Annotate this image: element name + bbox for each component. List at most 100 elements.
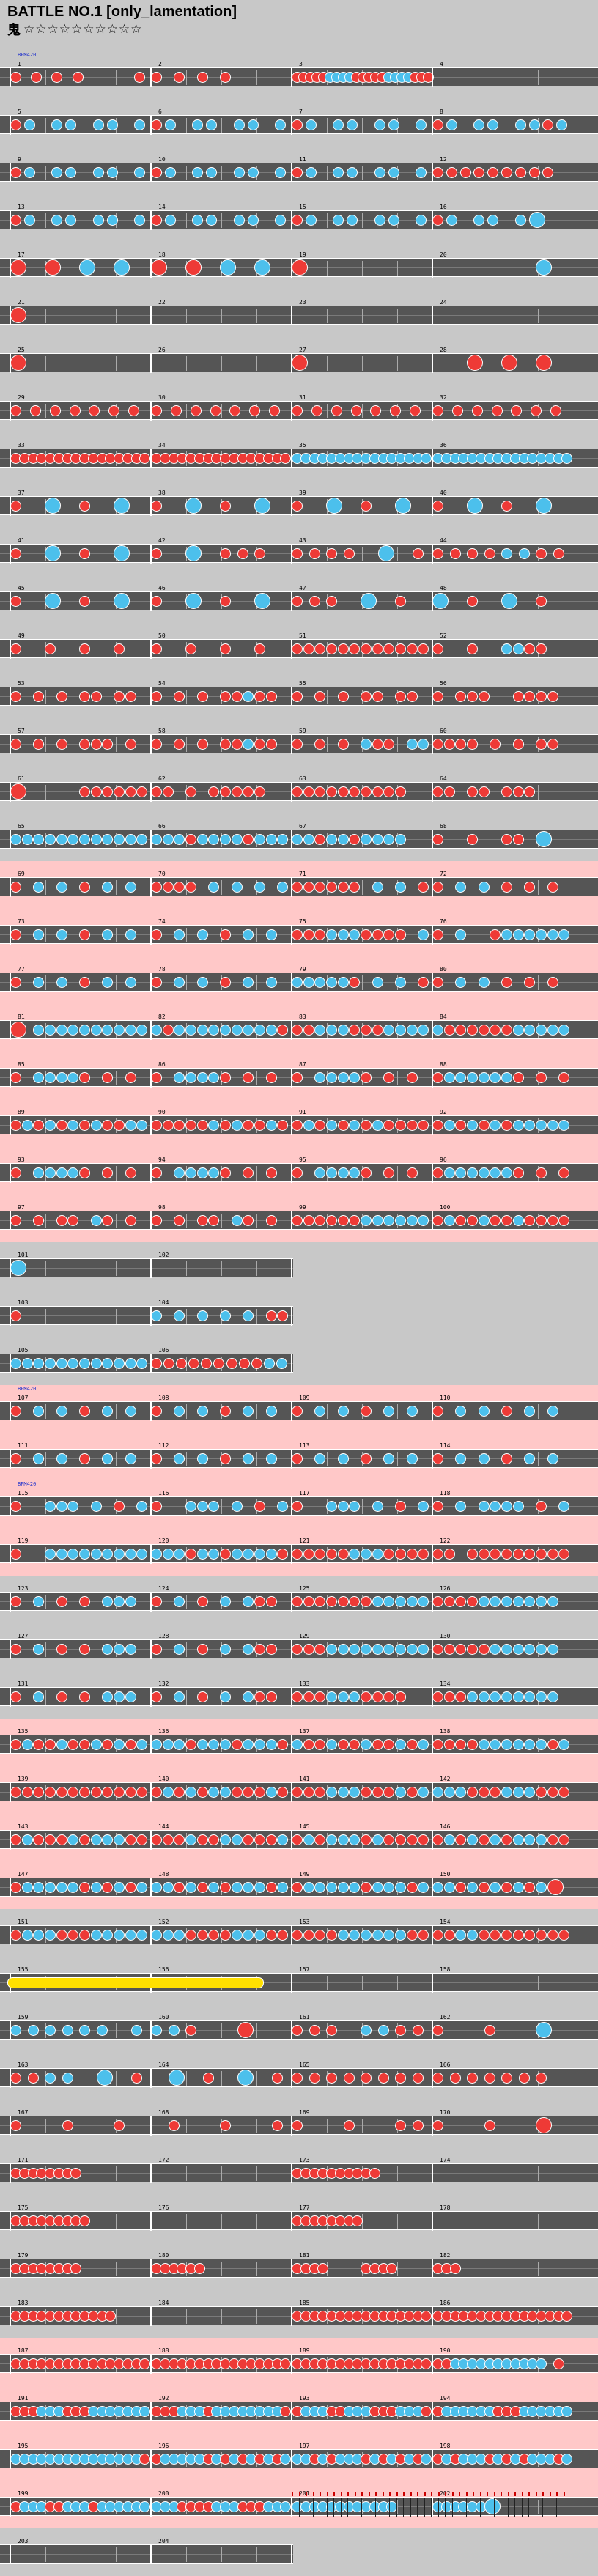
don-note xyxy=(501,1834,512,1845)
don-note xyxy=(79,2215,90,2226)
ka-note xyxy=(478,1167,490,1178)
barline xyxy=(432,1974,433,1993)
ka-note xyxy=(372,1119,383,1131)
beatline xyxy=(45,356,46,371)
ka-note xyxy=(231,1500,243,1512)
beatline xyxy=(45,166,46,180)
don-note xyxy=(56,1643,67,1655)
ka-note xyxy=(406,1024,418,1036)
ka-note xyxy=(254,881,265,893)
measure-number: 16 xyxy=(440,204,447,210)
ka-note xyxy=(196,1738,208,1750)
don-note xyxy=(303,1691,314,1702)
barline xyxy=(10,2545,11,2564)
beatline xyxy=(362,975,363,990)
ka-note xyxy=(524,1595,536,1607)
ka-note xyxy=(374,166,385,178)
don-note xyxy=(196,1929,208,1941)
don-note xyxy=(361,1024,372,1036)
barline xyxy=(150,306,152,325)
ka-note xyxy=(21,1834,33,1845)
ka-note xyxy=(478,1595,490,1607)
chart-row: 119 120 121 122 xyxy=(0,1528,598,1576)
measure-number: 201 xyxy=(299,2490,310,2497)
don-note xyxy=(501,2072,512,2084)
don-note xyxy=(309,547,320,559)
measure-number: 77 xyxy=(18,966,25,973)
ka-note xyxy=(254,1024,265,1036)
don-note xyxy=(443,738,455,750)
don-big-note xyxy=(10,783,26,800)
measure-number: 17 xyxy=(18,251,25,258)
hatch-red-tick xyxy=(326,2492,328,2496)
ka-note xyxy=(243,1738,254,1750)
don-note xyxy=(487,166,499,178)
don-note xyxy=(536,690,547,702)
ka-note xyxy=(416,166,427,178)
don-note xyxy=(265,1595,277,1607)
ka-note xyxy=(247,119,259,130)
don-note xyxy=(467,2072,478,2084)
don-note xyxy=(220,2119,231,2131)
don-note xyxy=(292,214,303,226)
measure-number: 95 xyxy=(299,1156,306,1163)
ka-note xyxy=(114,1929,125,1941)
don-big-note xyxy=(292,259,308,276)
measure-number: 11 xyxy=(299,156,306,163)
chart-row: 175 176 177 178 xyxy=(0,2195,598,2243)
don-note xyxy=(208,1834,220,1845)
don-note xyxy=(547,1214,558,1226)
hatch-red-tick xyxy=(320,2492,321,2496)
don-note xyxy=(314,643,326,654)
chart-row: 93 94 95 96 xyxy=(0,1147,598,1195)
don-note xyxy=(243,1786,254,1798)
ka-note xyxy=(374,214,385,226)
ka-note xyxy=(102,833,114,845)
ka-note xyxy=(196,1405,208,1417)
ka-note xyxy=(196,1024,208,1036)
hatch-red-tick xyxy=(396,2492,398,2496)
measure-number: 53 xyxy=(18,680,25,687)
measure-number: 204 xyxy=(158,2538,169,2544)
chart-row: 73 74 75 76 xyxy=(0,909,598,956)
measure-number: 100 xyxy=(440,1204,451,1211)
don-note xyxy=(280,452,292,464)
ka-note xyxy=(524,1834,536,1845)
don-note xyxy=(309,2072,320,2084)
don-note xyxy=(536,1929,547,1941)
ka-note xyxy=(168,2024,180,2036)
ka-note xyxy=(490,1595,501,1607)
don-note xyxy=(51,71,63,83)
beatline xyxy=(186,1595,187,1609)
ka-note xyxy=(372,833,383,845)
beatline xyxy=(327,1976,328,1990)
measure-number: 126 xyxy=(440,1585,451,1592)
beatline xyxy=(538,2262,539,2276)
don-note xyxy=(136,1786,148,1798)
ka-note xyxy=(196,1167,208,1178)
measure-number: 56 xyxy=(440,680,447,687)
hatch-red-tick xyxy=(354,2492,356,2496)
don-note xyxy=(432,1500,443,1512)
ka-note xyxy=(326,1786,337,1798)
don-note xyxy=(254,1691,265,1702)
note-lane xyxy=(0,591,598,611)
don-note xyxy=(196,1119,208,1131)
ka-note xyxy=(349,1691,361,1702)
don-note xyxy=(303,643,314,654)
beatline xyxy=(327,356,328,371)
beatline xyxy=(362,261,363,276)
don-note xyxy=(542,119,554,130)
ka-note xyxy=(558,1119,570,1131)
drumroll-bar xyxy=(7,1977,264,1988)
measure-number: 42 xyxy=(158,537,166,544)
ka-note xyxy=(337,976,349,988)
don-note xyxy=(406,1119,418,1131)
don-note xyxy=(176,1357,188,1369)
don-note xyxy=(10,929,21,940)
don-note xyxy=(395,2119,406,2131)
measure-number: 55 xyxy=(299,680,306,687)
hatch-tick xyxy=(514,2498,515,2517)
ka-note xyxy=(208,1738,220,1750)
ka-note xyxy=(174,1310,185,1321)
